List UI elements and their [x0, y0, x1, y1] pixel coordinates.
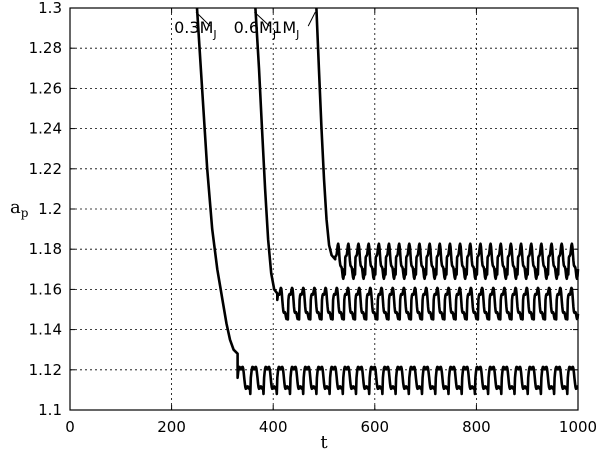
y-axis-title-sub: p: [21, 206, 29, 220]
x-tick-label: 200: [157, 418, 186, 436]
y-tick-label: 1.12: [29, 361, 62, 379]
series-label-main: 0.6M: [234, 18, 273, 37]
y-tick-label: 1.28: [29, 39, 62, 57]
series-label: 0.3MJ: [174, 18, 217, 41]
y-tick-label: 1.18: [29, 240, 62, 258]
y-tick-label: 1.3: [38, 0, 62, 17]
series-label: 1MJ: [272, 18, 299, 41]
tick-labels: 0 200 400 600 800 1000 1.1 1.12 1.14 1.16 1.18 1.2 1…: [29, 0, 598, 436]
x-tick-label: 600: [360, 418, 389, 436]
tick-marks: [69, 7, 579, 411]
x-axis-title: t: [320, 432, 328, 453]
series-label-main: 1M: [272, 18, 296, 37]
x-tick-label: 800: [462, 418, 491, 436]
label-leader: [254, 11, 270, 27]
plot-background: [70, 8, 578, 410]
series-label-sub: J: [272, 28, 276, 41]
y-axis-title-main: a: [10, 197, 21, 218]
x-tick-label: 0: [65, 418, 75, 436]
series-line: [315, 7, 580, 281]
y-axis-title: ap: [10, 197, 29, 220]
y-tick-label: 1.14: [29, 321, 62, 339]
y-tick-label: 1.2: [38, 200, 62, 218]
y-tick-label: 1.1: [38, 401, 62, 419]
series-lines: [195, 7, 580, 396]
series-label-sub: J: [295, 28, 299, 41]
y-tick-label: 1.16: [29, 280, 62, 298]
y-tick-label: 1.22: [29, 160, 62, 178]
series-line: [195, 7, 579, 396]
label-leader: [195, 11, 211, 27]
y-tick-label: 1.24: [29, 120, 62, 138]
x-tick-label: 400: [259, 418, 288, 436]
x-tick-label: 1000: [559, 418, 597, 436]
series-label-sub: J: [212, 28, 216, 41]
y-tick-label: 1.26: [29, 79, 62, 97]
grid-lines: [70, 8, 578, 410]
series-label-main: 0.3M: [174, 18, 213, 37]
label-leader: [307, 11, 316, 27]
series-line: [254, 7, 580, 321]
series-label: 0.6MJ: [234, 18, 276, 41]
